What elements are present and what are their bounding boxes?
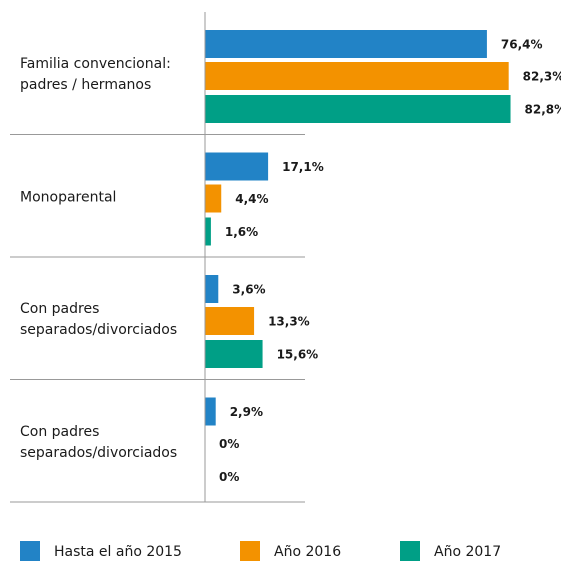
bar [205,30,487,58]
value-label: 4,4% [235,192,268,206]
value-label: 3,6% [232,283,265,297]
legend-swatch [400,541,420,561]
value-label: 13,3% [268,315,310,329]
value-label: 2,9% [230,405,263,419]
legend-label: Año 2017 [434,544,501,560]
value-label: 17,1% [282,160,324,174]
bar [205,62,509,90]
value-label: 82,3% [523,70,561,84]
value-label: 1,6% [225,225,258,239]
category-label: Familia convencional: padres / hermanos [20,56,171,94]
value-label: 76,4% [501,38,543,52]
bar [205,340,263,368]
value-label: 15,6% [277,348,319,362]
legend-label: Año 2016 [274,544,341,560]
value-label: 0% [219,437,239,451]
legend-swatch [240,541,260,561]
category-label: Con padres separados/divorciados [20,301,178,339]
bar [205,275,219,303]
category-label: Monoparental [20,189,117,206]
bar [205,307,255,335]
bar [205,152,269,181]
value-label: 0% [219,470,239,484]
category-label: Con padres separados/divorciados [20,423,178,461]
bar [205,95,511,123]
bar [205,184,222,213]
legend-swatch [20,541,40,561]
bar [205,397,216,426]
bar [205,217,211,246]
legend-label: Hasta el año 2015 [54,544,182,560]
value-label: 82,8% [525,103,561,117]
